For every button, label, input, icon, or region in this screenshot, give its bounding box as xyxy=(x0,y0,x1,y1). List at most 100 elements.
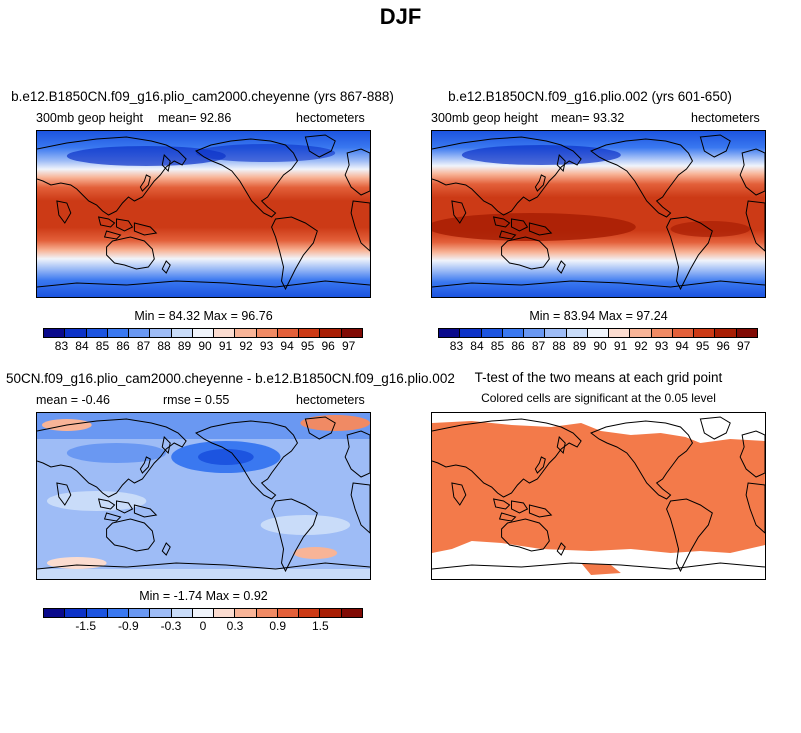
colorbar-tick-label: 92 xyxy=(239,339,253,353)
colorbar-tick-label: 97 xyxy=(736,339,751,353)
colorbar-swatch xyxy=(192,609,215,617)
colorbar-tick-label: 86 xyxy=(511,339,525,353)
panel-subtitle-ttest: Colored cells are significant at the 0.0… xyxy=(481,391,716,405)
panel-units-label: hectometers xyxy=(296,111,365,125)
colorbar-tick-label: 86 xyxy=(116,339,130,353)
colorbar xyxy=(43,608,363,618)
colorbar-swatch xyxy=(277,329,300,337)
colorbar-swatch xyxy=(277,609,300,617)
colorbar-swatch xyxy=(214,329,236,337)
colorbar-tick-label: -0.3 xyxy=(160,619,182,633)
colorbar-tick-label: 94 xyxy=(675,339,689,353)
colorbar-tick-label: 88 xyxy=(157,339,171,353)
colorbar-swatch xyxy=(150,609,172,617)
colorbar-swatch xyxy=(651,329,673,337)
colorbar-tick-label: 93 xyxy=(259,339,274,353)
colorbar-swatch xyxy=(341,329,362,337)
panel-units-label: hectometers xyxy=(296,393,365,407)
colorbar-swatch xyxy=(150,329,172,337)
colorbar-tick-label: 83 xyxy=(449,339,464,353)
colorbar-swatch xyxy=(320,329,342,337)
colorbar-swatch xyxy=(86,329,108,337)
colorbar-swatch xyxy=(439,329,461,337)
colorbar-tick-label: 91 xyxy=(613,339,628,353)
panel-title-control: b.e12.B1850CN.f09_g16.plio.002 (yrs 601-… xyxy=(448,89,732,104)
panel-title-difference: 50CN.f09_g16.plio_cam2000.cheyenne - b.e… xyxy=(6,371,455,386)
panel-variable-label: 300mb geop height xyxy=(36,111,144,125)
colorbar-swatch xyxy=(129,609,151,617)
colorbar-tick-label: 97 xyxy=(341,339,356,353)
colorbar-swatch xyxy=(256,329,278,337)
map-ttest-significance xyxy=(431,412,766,580)
colorbar-swatch xyxy=(171,329,193,337)
panel-minmax: Min = 83.94 Max = 97.24 xyxy=(529,309,668,323)
panel-mean-value: mean= 93.32 xyxy=(551,111,625,125)
map-control-height xyxy=(431,130,766,298)
colorbar xyxy=(43,328,363,338)
colorbar-swatch xyxy=(672,329,695,337)
colorbar-swatch xyxy=(587,329,610,337)
colorbar-tick-label: -0.9 xyxy=(117,619,139,633)
colorbar-tick-label: 87 xyxy=(531,339,546,353)
colorbar-tick-label: 94 xyxy=(280,339,294,353)
colorbar-swatch xyxy=(566,329,588,337)
panel-mean-value: mean= 92.86 xyxy=(158,111,232,125)
colorbar-swatch xyxy=(460,329,482,337)
colorbar-swatch xyxy=(214,609,236,617)
panel-minmax: Min = 84.32 Max = 96.76 xyxy=(134,309,273,323)
colorbar-tick-label: 88 xyxy=(552,339,566,353)
colorbar-swatch xyxy=(736,329,757,337)
colorbar-swatch xyxy=(545,329,567,337)
colorbar-tick-label: 83 xyxy=(54,339,69,353)
figure-title: DJF xyxy=(379,4,422,29)
colorbar-tick-label: 92 xyxy=(634,339,648,353)
colorbar-swatch xyxy=(609,329,631,337)
colorbar-tick-label: -1.5 xyxy=(75,619,96,633)
colorbar-swatch xyxy=(86,609,108,617)
colorbar-swatch xyxy=(524,329,546,337)
colorbar-tick-label: 0.9 xyxy=(269,619,286,633)
colorbar-tick-label: 95 xyxy=(695,339,710,353)
colorbar-tick-label: 85 xyxy=(490,339,505,353)
colorbar-tick-label: 1.5 xyxy=(311,619,329,633)
colorbar-tick-label: 93 xyxy=(654,339,669,353)
colorbar-swatch xyxy=(235,609,257,617)
panel-units-label: hectometers xyxy=(691,111,760,125)
colorbar-swatch xyxy=(299,329,321,337)
colorbar-tick-label: 90 xyxy=(198,339,212,353)
panel-rmse-value: rmse = 0.55 xyxy=(163,393,230,407)
colorbar-swatch xyxy=(299,609,321,617)
colorbar-swatch xyxy=(341,609,362,617)
colorbar-tick-label: 85 xyxy=(95,339,110,353)
panel-variable-label: 300mb geop height xyxy=(431,111,539,125)
colorbar-swatch xyxy=(44,609,66,617)
colorbar-tick-label: 0.3 xyxy=(226,619,244,633)
colorbar-swatch xyxy=(502,329,525,337)
colorbar-swatch xyxy=(694,329,716,337)
colorbar-tick-label: 96 xyxy=(321,339,335,353)
colorbar-swatch xyxy=(107,609,130,617)
colorbar-tick-label: 89 xyxy=(177,339,192,353)
colorbar-swatch xyxy=(129,329,151,337)
colorbar-tick-label: 91 xyxy=(218,339,233,353)
colorbar-swatch xyxy=(107,329,130,337)
colorbar-swatch xyxy=(192,329,215,337)
colorbar xyxy=(438,328,758,338)
map-difference xyxy=(36,412,371,580)
colorbar-swatch xyxy=(171,609,193,617)
colorbar-swatch xyxy=(65,329,87,337)
colorbar-swatch xyxy=(630,329,652,337)
colorbar-tick-label: 89 xyxy=(572,339,587,353)
colorbar-swatch xyxy=(44,329,66,337)
panel-mean-value: mean = -0.46 xyxy=(36,393,111,407)
map-model-height xyxy=(36,130,371,298)
colorbar-tick-label: 84 xyxy=(75,339,89,353)
colorbar-tick-label: 87 xyxy=(136,339,151,353)
colorbar-swatch xyxy=(715,329,737,337)
colorbar-tick-label: 0 xyxy=(199,619,207,633)
colorbar-tick-label: 84 xyxy=(470,339,484,353)
panel-title-model: b.e12.B1850CN.f09_g16.plio_cam2000.cheye… xyxy=(11,89,394,104)
colorbar-swatch xyxy=(235,329,257,337)
colorbar-swatch xyxy=(65,609,87,617)
colorbar-swatch xyxy=(481,329,503,337)
